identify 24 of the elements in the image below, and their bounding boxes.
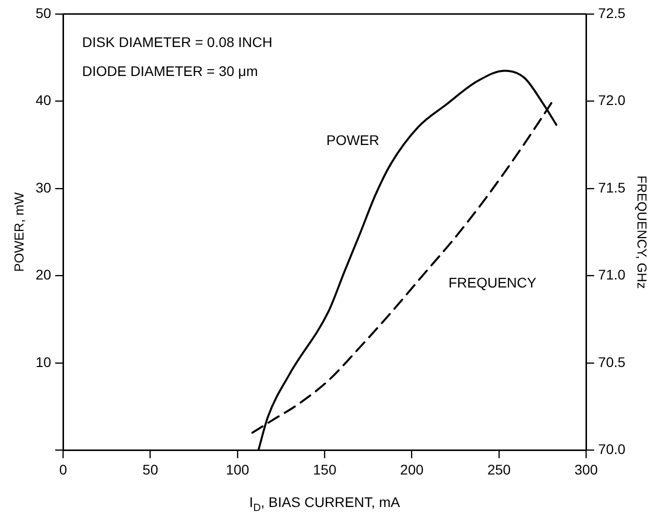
y2-tick-label: 71.5 [598, 179, 626, 196]
y2-tick-label: 72.0 [598, 92, 626, 108]
annotation: DISK DIAMETER = 0.08 INCH [82, 34, 272, 50]
x-tick-label: 250 [487, 461, 511, 478]
y2-tick-label: 70.0 [598, 441, 626, 458]
y-tick-label: 10 [36, 354, 52, 370]
series-label: POWER [326, 132, 380, 148]
y-tick-label: 20 [36, 266, 52, 283]
y-tick-label: 50 [36, 4, 52, 21]
y2-tick-label: 71.0 [598, 266, 626, 283]
series-label: FREQUENCY [448, 274, 538, 291]
x-tick-label: 300 [574, 461, 598, 478]
annotation: DIODE DIAMETER = 30 μm [82, 62, 258, 79]
x-tick-label: 100 [226, 461, 250, 478]
x-tick-label: 150 [312, 461, 337, 478]
y2-tick-label: 70.5 [598, 354, 626, 370]
y2-axis-title: FREQUENCY, GHz [634, 176, 650, 289]
y-axis-title: POWER, mW [11, 192, 26, 272]
y2-tick-label: 72.5 [598, 4, 626, 21]
x-tick-label: 50 [142, 461, 158, 478]
x-tick-label: 0 [59, 461, 68, 478]
y-tick-label: 30 [36, 179, 52, 196]
y-tick-label: 40 [36, 92, 52, 108]
x-tick-label: 200 [400, 461, 424, 478]
